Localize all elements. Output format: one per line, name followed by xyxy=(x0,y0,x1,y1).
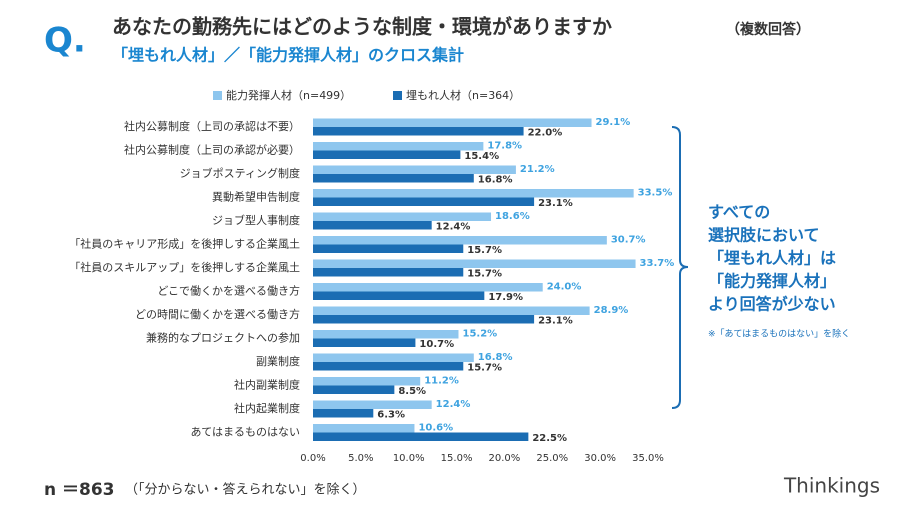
chart-title: あなたの勤務先にはどのような制度・環境がありますか xyxy=(112,15,612,39)
value-label: 21.2% xyxy=(520,164,555,175)
bar xyxy=(313,212,492,221)
footer-n: n ＝863 xyxy=(44,480,115,500)
bar xyxy=(313,268,464,277)
value-label: 15.7% xyxy=(467,268,502,279)
value-label: 18.6% xyxy=(495,211,530,222)
y-tick-label: 社内起業制度 xyxy=(234,401,300,415)
legend-swatch xyxy=(393,91,402,100)
annotation: より回答が少ない xyxy=(708,295,836,314)
value-label: 12.4% xyxy=(436,399,471,410)
bar xyxy=(313,385,395,394)
annotation: すべての xyxy=(708,203,770,222)
y-tick-label: どの時間に働くかを選べる働き方 xyxy=(135,307,300,321)
y-tick-label: 副業制度 xyxy=(256,354,300,368)
value-label: 8.5% xyxy=(398,386,426,397)
value-label: 15.7% xyxy=(467,362,502,373)
value-label: 22.5% xyxy=(532,433,567,444)
value-label: 16.8% xyxy=(478,352,513,363)
value-label: 15.4% xyxy=(464,151,499,162)
x-tick-label: 25.0% xyxy=(536,453,568,464)
y-tick-label: 社内公募制度（上司の承認が必要） xyxy=(124,143,300,157)
annotation-note: ※「あてはまるものはない」を除く xyxy=(708,328,850,340)
bar xyxy=(313,259,636,268)
value-label: 28.9% xyxy=(594,305,629,316)
legend-label: 埋もれ人材（n=364） xyxy=(406,88,520,102)
footer-note: （「分からない・答えられない」を除く） xyxy=(125,482,366,498)
value-label: 10.6% xyxy=(418,422,453,433)
value-label: 33.7% xyxy=(640,258,675,269)
value-label: 10.7% xyxy=(419,339,454,350)
bar xyxy=(313,400,432,409)
bar xyxy=(313,353,474,362)
bar xyxy=(313,221,432,230)
annotation: 「埋もれ人材」は xyxy=(708,249,836,268)
value-label: 23.1% xyxy=(538,315,573,326)
bar xyxy=(313,362,464,371)
bar xyxy=(313,165,516,174)
value-label: 23.1% xyxy=(538,198,573,209)
bar xyxy=(313,424,415,433)
q-mark: Q. xyxy=(44,21,86,61)
value-label: 17.9% xyxy=(488,292,523,303)
value-label: 16.8% xyxy=(478,174,513,185)
value-label: 33.5% xyxy=(638,187,673,198)
y-tick-label: 社内副業制度 xyxy=(234,378,300,392)
value-label: 30.7% xyxy=(611,234,646,245)
legend-swatch xyxy=(213,91,222,100)
value-label: 15.2% xyxy=(462,328,497,339)
bar xyxy=(313,127,524,136)
bar xyxy=(313,306,590,315)
y-tick-label: どこで働くかを選べる働き方 xyxy=(157,284,300,298)
subtitle: 「埋もれ人材」／「能力発揮人材」のクロス集計 xyxy=(112,46,464,65)
value-label: 6.3% xyxy=(377,409,405,420)
value-label: 29.1% xyxy=(596,117,631,128)
y-tick-label: ジョブポスティング制度 xyxy=(180,166,300,180)
y-tick-label: 「社員のキャリア形成」を後押しする企業風土 xyxy=(69,237,300,251)
bar xyxy=(313,291,485,300)
bar xyxy=(313,174,474,183)
brand: Thinkings xyxy=(783,474,880,498)
value-label: 15.7% xyxy=(467,245,502,256)
y-tick-label: 「社員のスキルアップ」を後押しする企業風土 xyxy=(69,260,300,274)
x-tick-label: 35.0% xyxy=(632,453,664,464)
value-label: 22.0% xyxy=(528,127,563,138)
y-tick-label: ジョブ型人事制度 xyxy=(212,213,300,227)
legend-label: 能力発揮人材（n=499） xyxy=(226,88,351,102)
bar xyxy=(313,283,543,292)
bar xyxy=(313,150,461,159)
title-note: （複数回答） xyxy=(726,21,810,38)
bar xyxy=(313,142,484,151)
value-label: 12.4% xyxy=(436,221,471,232)
bar xyxy=(313,236,607,245)
annotation: 選択肢において xyxy=(708,226,820,245)
bar xyxy=(313,244,464,253)
x-tick-label: 0.0% xyxy=(300,453,325,464)
bar xyxy=(313,118,592,127)
value-label: 17.8% xyxy=(487,140,522,151)
x-tick-label: 15.0% xyxy=(441,453,473,464)
y-tick-label: あてはまるものはない xyxy=(190,426,300,439)
bar xyxy=(313,377,421,386)
x-tick-label: 30.0% xyxy=(584,453,616,464)
bar xyxy=(313,197,535,206)
y-tick-label: 兼務的なプロジェクトへの参加 xyxy=(146,331,300,345)
y-tick-label: 異動希望申告制度 xyxy=(212,190,300,204)
bar xyxy=(313,315,535,324)
bar xyxy=(313,338,416,347)
value-label: 11.2% xyxy=(424,375,459,386)
x-tick-label: 5.0% xyxy=(348,453,373,464)
bar xyxy=(313,330,459,339)
annotation: 「能力発揮人材」 xyxy=(708,272,836,291)
bar xyxy=(313,409,374,418)
y-tick-label: 社内公募制度（上司の承認は不要） xyxy=(124,119,300,133)
x-tick-label: 10.0% xyxy=(393,453,425,464)
x-tick-label: 20.0% xyxy=(489,453,521,464)
value-label: 24.0% xyxy=(547,281,582,292)
bracket xyxy=(671,126,689,409)
bar xyxy=(313,432,529,441)
bar xyxy=(313,189,634,198)
